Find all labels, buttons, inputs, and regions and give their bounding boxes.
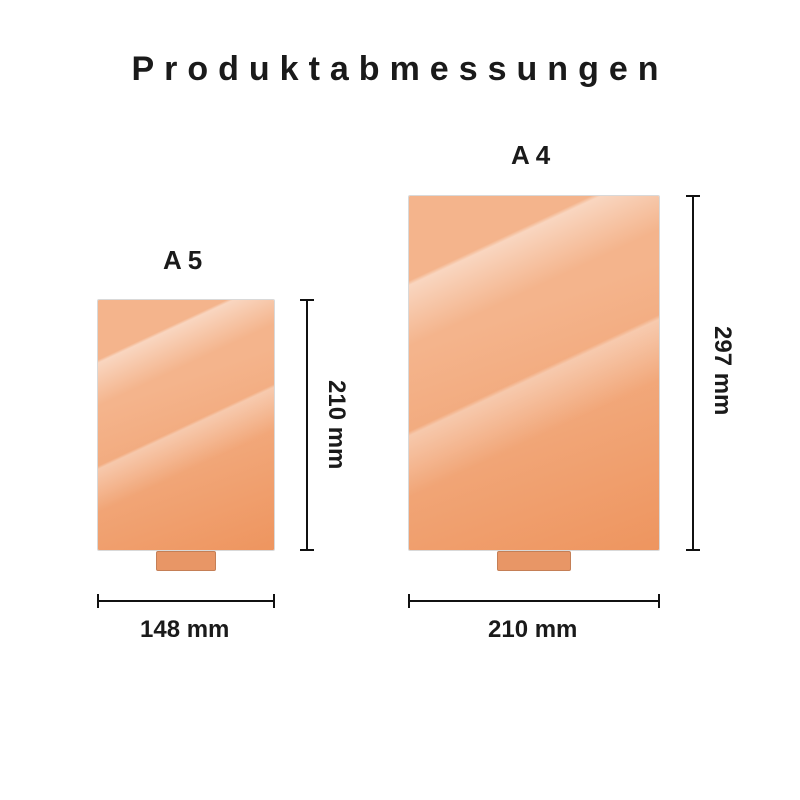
a4-width-dimension-line xyxy=(408,600,660,602)
a4-size-label: A4 xyxy=(511,140,556,171)
a4-height-label: 297 mm xyxy=(708,326,736,415)
a5-panel xyxy=(97,299,275,551)
a5-height-label: 210 mm xyxy=(322,380,350,469)
a5-size-label: A5 xyxy=(163,245,208,276)
a4-base xyxy=(497,551,571,571)
a5-width-label: 148 mm xyxy=(140,616,229,644)
a5-width-dimension-line xyxy=(97,600,275,602)
a4-panel xyxy=(408,195,660,551)
a5-panel-shine xyxy=(98,300,274,550)
a5-base xyxy=(156,551,216,571)
page-title: Produktabmessungen xyxy=(0,50,800,89)
a4-width-label: 210 mm xyxy=(488,616,577,644)
a4-panel-shine xyxy=(409,196,659,550)
a4-height-dimension-line xyxy=(692,195,694,551)
diagram-canvas: Produktabmessungen A5 148 mm 210 mm A4 2… xyxy=(0,0,800,800)
a5-height-dimension-line xyxy=(306,299,308,551)
